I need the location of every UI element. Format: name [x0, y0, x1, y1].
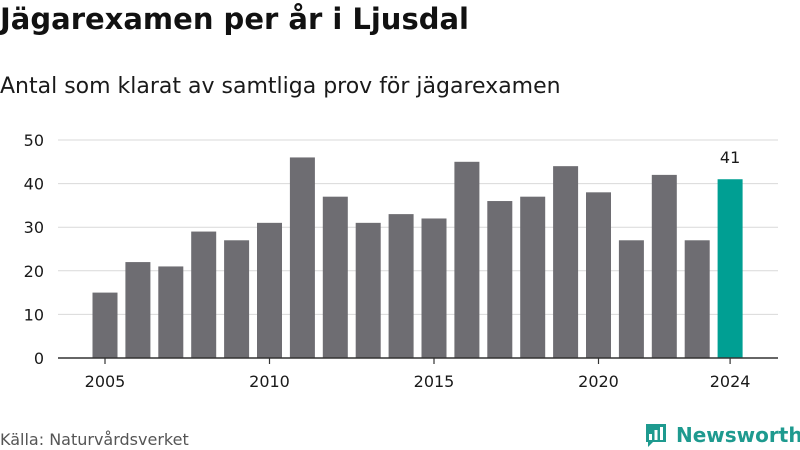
data-label-2024: 41 — [720, 148, 740, 167]
y-tick-label-40: 40 — [24, 175, 44, 194]
x-tick-label-2010: 2010 — [249, 372, 290, 391]
chart-title: Jägarexamen per år i Ljusdal — [0, 2, 469, 36]
chart-subtitle: Antal som klarat av samtliga prov för jä… — [0, 74, 561, 99]
y-tick-label-0: 0 — [34, 349, 44, 368]
bar-2008 — [191, 231, 217, 358]
bar-2011 — [289, 157, 315, 358]
bar-2005 — [92, 292, 118, 358]
newsworthy-bar-chart-icon — [646, 424, 666, 447]
bar-2023 — [684, 240, 710, 358]
bar-2007 — [158, 266, 184, 358]
data-labels: 41 — [720, 148, 740, 167]
bar-2014 — [388, 214, 414, 358]
bar-2018 — [520, 196, 546, 358]
y-tick-label-20: 20 — [24, 262, 44, 281]
x-tick-label-2005: 2005 — [85, 372, 126, 391]
newsworthy-logo: Newsworthy — [644, 420, 800, 450]
bar-2006 — [125, 262, 151, 358]
y-tick-label-30: 30 — [24, 218, 44, 237]
y-axis-ticks: 0 10 20 30 40 50 — [24, 131, 44, 368]
bar-2016 — [454, 161, 480, 358]
y-tick-label-10: 10 — [24, 305, 44, 324]
bar-2022 — [651, 174, 677, 358]
bar-2017 — [487, 201, 513, 358]
x-tick-label-2024: 2024 — [710, 372, 751, 391]
bar-2019 — [553, 166, 579, 358]
bar-2013 — [355, 222, 381, 358]
logo-text: Newsworthy — [676, 423, 800, 447]
bars — [92, 157, 743, 358]
source-note: Källa: Naturvårdsverket — [0, 430, 189, 449]
bar-2012 — [322, 196, 348, 358]
bar-2015 — [421, 218, 447, 358]
bar-2021 — [618, 240, 644, 358]
bar-2020 — [586, 192, 611, 358]
y-tick-label-50: 50 — [24, 131, 44, 150]
bar-2010 — [257, 222, 282, 358]
bar-2009 — [224, 240, 250, 358]
x-axis-ticks: 2005 2010 2015 2020 2024 — [85, 358, 751, 391]
x-tick-label-2015: 2015 — [414, 372, 455, 391]
bar-2024 — [717, 179, 743, 358]
bar-chart: 0 10 20 30 40 50 2005 2010 2015 2020 2024 41 — [24, 131, 778, 391]
x-tick-label-2020: 2020 — [578, 372, 619, 391]
